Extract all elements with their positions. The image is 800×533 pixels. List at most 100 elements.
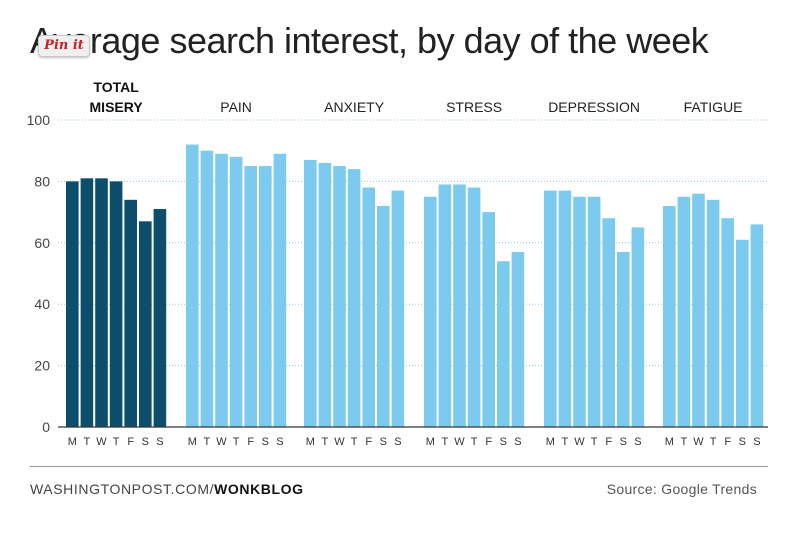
x-tick-label: F	[247, 436, 254, 448]
bar	[692, 193, 705, 427]
series-label: MISERY	[90, 99, 144, 115]
footer-blog: WONKBLOG	[214, 481, 304, 497]
bar	[497, 261, 510, 427]
bar	[511, 252, 525, 427]
bar	[109, 181, 123, 427]
bar	[318, 162, 332, 428]
series-label: STRESS	[446, 99, 502, 115]
x-tick-label: W	[693, 436, 704, 448]
bar	[124, 199, 137, 427]
x-tick-label: T	[442, 436, 449, 448]
bar	[706, 199, 720, 427]
x-tick-label: M	[546, 436, 555, 448]
x-tick-label: M	[188, 436, 197, 448]
bar	[544, 190, 557, 427]
bar	[215, 153, 228, 427]
x-tick-label: T	[113, 436, 120, 448]
x-tick-label: S	[753, 436, 760, 448]
x-tick-label: F	[365, 436, 372, 448]
y-tick-label: 80	[34, 173, 50, 189]
x-tick-label: T	[204, 436, 211, 448]
bar	[95, 178, 108, 427]
x-tick-label: S	[634, 436, 641, 448]
x-tick-label: S	[500, 436, 507, 448]
bar	[482, 212, 495, 427]
bar	[721, 218, 734, 427]
y-tick-label: 0	[42, 419, 50, 435]
footer-divider	[30, 466, 768, 467]
x-tick-label: T	[681, 436, 688, 448]
x-tick-label: F	[485, 436, 492, 448]
x-tick-label: W	[334, 436, 345, 448]
bar	[453, 184, 466, 427]
bar	[573, 196, 586, 427]
series-label: DEPRESSION	[548, 99, 640, 115]
bar	[153, 209, 167, 427]
x-tick-label: W	[454, 436, 465, 448]
x-tick-label: T	[84, 436, 91, 448]
x-tick-label: S	[380, 436, 387, 448]
series-label: FATIGUE	[684, 99, 743, 115]
x-tick-label: T	[471, 436, 478, 448]
x-tick-label: T	[710, 436, 717, 448]
bar	[602, 218, 615, 427]
bar	[587, 196, 601, 427]
bar	[273, 153, 287, 427]
footer-credit: WASHINGTONPOST.COM/WONKBLOG	[30, 481, 304, 497]
x-tick-label: F	[605, 436, 612, 448]
bar	[259, 166, 272, 428]
y-tick-label: 40	[34, 296, 50, 312]
x-tick-label: S	[276, 436, 283, 448]
bar	[186, 144, 199, 427]
bar	[558, 190, 572, 427]
bar	[391, 190, 405, 427]
bar	[424, 196, 437, 427]
x-tick-label: F	[724, 436, 731, 448]
y-tick-label: 60	[34, 235, 50, 251]
series-label: ANXIETY	[324, 99, 385, 115]
x-tick-label: T	[322, 436, 329, 448]
y-tick-label: 20	[34, 358, 50, 374]
pin-it-button[interactable]: Pin it	[38, 35, 90, 57]
bar	[750, 224, 764, 427]
x-tick-label: S	[394, 436, 401, 448]
x-tick-label: M	[426, 436, 435, 448]
bar	[467, 187, 481, 427]
chart-title: Average search interest, by day of the w…	[30, 20, 709, 61]
x-tick-label: M	[665, 436, 674, 448]
bar	[229, 156, 243, 427]
x-tick-label: T	[351, 436, 358, 448]
bar	[377, 205, 390, 427]
x-tick-label: W	[216, 436, 227, 448]
bar	[438, 184, 452, 427]
bar	[139, 221, 152, 427]
bar	[631, 227, 645, 427]
x-tick-label: S	[262, 436, 269, 448]
x-tick-label: T	[233, 436, 240, 448]
x-tick-label: S	[620, 436, 627, 448]
x-tick-label: S	[142, 436, 149, 448]
x-tick-label: W	[96, 436, 107, 448]
bar	[663, 205, 676, 427]
x-tick-label: W	[574, 436, 585, 448]
series-label: PAIN	[220, 99, 252, 115]
bar	[333, 166, 346, 428]
bar	[736, 239, 749, 427]
x-tick-label: T	[562, 436, 569, 448]
bar	[200, 150, 214, 427]
x-tick-label: F	[127, 436, 134, 448]
x-tick-label: S	[156, 436, 163, 448]
bar	[617, 252, 630, 427]
bar	[347, 169, 361, 427]
x-tick-label: T	[591, 436, 598, 448]
x-tick-label: M	[306, 436, 315, 448]
y-tick-label: 100	[27, 112, 51, 128]
bar	[66, 181, 79, 427]
x-tick-label: M	[68, 436, 77, 448]
bar	[244, 166, 257, 428]
footer-source[interactable]: Source: Google Trends	[606, 481, 757, 497]
bar	[677, 196, 691, 427]
x-tick-label: S	[514, 436, 521, 448]
bar	[80, 178, 94, 427]
